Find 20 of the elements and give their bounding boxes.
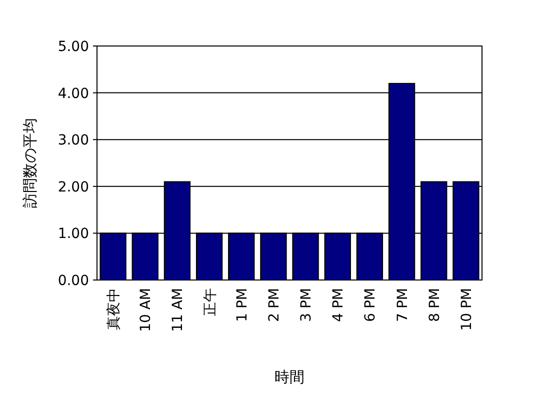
y-tick-label: 3.00 <box>58 132 89 149</box>
x-tick-label: 1 PM <box>234 288 250 322</box>
x-tick-label: 11 AM <box>170 288 186 332</box>
x-tick-label: 2 PM <box>266 288 282 322</box>
y-tick-label: 5.00 <box>58 39 89 55</box>
y-tick-label: 4.00 <box>58 86 89 102</box>
x-tick-label: 8 PM <box>426 288 443 322</box>
y-tick-label: 0.00 <box>58 273 89 289</box>
x-tick-label: 10 AM <box>138 288 154 332</box>
x-tick-label: 3 PM <box>298 288 315 322</box>
x-tick-label: 真夜中 <box>106 288 122 330</box>
x-tick-label: 4 PM <box>330 288 347 322</box>
y-axis-title: 訪問数の平均 <box>21 118 39 208</box>
x-tick-label: 6 PM <box>362 288 379 322</box>
x-tick-label: 正午 <box>202 288 218 316</box>
x-axis-title: 時間 <box>274 368 304 386</box>
y-tick-label: 1.00 <box>58 226 89 242</box>
x-tick-label: 7 PM <box>394 288 411 322</box>
y-tick-label: 2.00 <box>58 179 89 196</box>
x-tick-label: 10 PM <box>458 288 475 331</box>
